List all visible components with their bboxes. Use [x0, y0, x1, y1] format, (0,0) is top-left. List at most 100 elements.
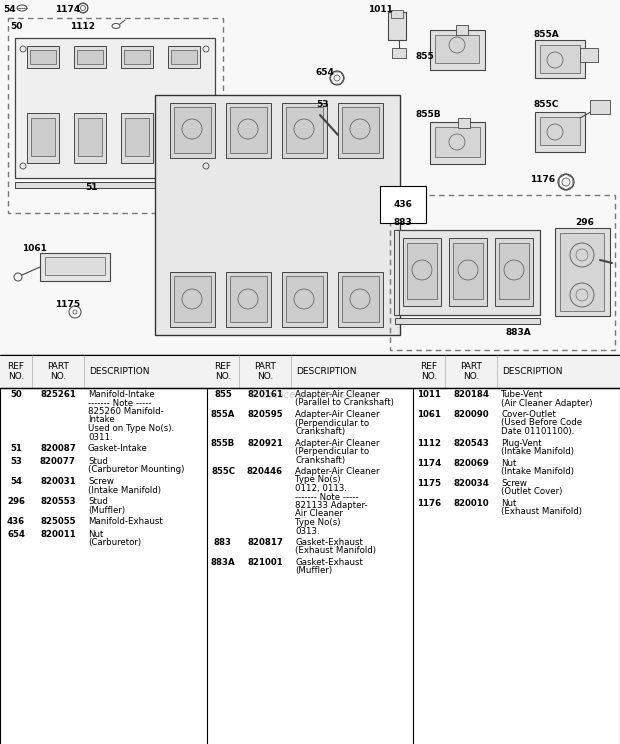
Text: 820069: 820069: [453, 458, 489, 467]
Text: (Perpendicular to: (Perpendicular to: [295, 447, 369, 456]
Bar: [0, 0, 620, 355]
Text: 883A: 883A: [505, 328, 531, 337]
Text: 825055: 825055: [40, 517, 76, 526]
Text: Type No(s): Type No(s): [295, 475, 340, 484]
Text: (Muffler): (Muffler): [88, 505, 125, 515]
Text: REF
NO.: REF NO.: [215, 362, 231, 381]
Text: (Carburetor Mounting): (Carburetor Mounting): [88, 466, 184, 475]
Text: Adapter-Air Cleaner: Adapter-Air Cleaner: [295, 467, 379, 476]
Text: DESCRIPTION: DESCRIPTION: [296, 367, 356, 376]
Bar: [286, 107, 323, 153]
Text: (Intake Manifold): (Intake Manifold): [501, 447, 574, 456]
Text: 53: 53: [10, 457, 22, 466]
Text: 820553: 820553: [40, 497, 76, 506]
Text: Nut: Nut: [88, 530, 104, 539]
Text: 825260 Manifold-: 825260 Manifold-: [88, 407, 164, 416]
Text: 436: 436: [7, 517, 25, 526]
Text: 1174: 1174: [55, 5, 80, 14]
Bar: [282, 103, 327, 158]
Text: 820011: 820011: [40, 530, 76, 539]
Bar: [456, 25, 468, 35]
Text: (Exhaust Manifold): (Exhaust Manifold): [501, 507, 582, 516]
Text: Air Cleaner: Air Cleaner: [295, 510, 343, 519]
Bar: [0, 355, 620, 388]
Text: Gasket-Exhaust: Gasket-Exhaust: [295, 538, 363, 547]
Text: (Intake Manifold): (Intake Manifold): [501, 467, 574, 476]
Text: 53: 53: [316, 100, 329, 109]
Bar: [121, 46, 153, 68]
Text: 296: 296: [575, 218, 594, 227]
Bar: [391, 10, 403, 18]
Text: 820077: 820077: [40, 457, 76, 466]
Text: 50: 50: [10, 22, 22, 31]
Text: Stud: Stud: [88, 497, 108, 506]
Text: DESCRIPTION: DESCRIPTION: [502, 367, 562, 376]
Text: 0112, 0113.: 0112, 0113.: [295, 484, 347, 493]
Bar: [155, 95, 400, 335]
Text: ------- Note -----: ------- Note -----: [88, 399, 151, 408]
Text: 855C: 855C: [211, 467, 235, 476]
Text: Plug-Vent: Plug-Vent: [501, 438, 542, 447]
Bar: [8, 18, 223, 213]
Text: eReplacementParts.com: eReplacementParts.com: [250, 390, 370, 400]
Bar: [555, 228, 610, 316]
Text: 820184: 820184: [453, 390, 489, 399]
Text: 1174: 1174: [417, 458, 441, 467]
Text: 1011: 1011: [368, 5, 393, 14]
Bar: [430, 122, 485, 164]
Bar: [31, 118, 55, 156]
Text: 51: 51: [85, 183, 97, 192]
Bar: [540, 117, 580, 145]
Text: Nut: Nut: [501, 498, 516, 507]
Text: Crankshaft): Crankshaft): [295, 455, 345, 464]
Bar: [560, 233, 604, 311]
Bar: [403, 238, 441, 306]
Text: Cover-Outlet: Cover-Outlet: [501, 410, 556, 419]
Text: PART
NO.: PART NO.: [47, 362, 69, 381]
Text: PART
NO.: PART NO.: [460, 362, 482, 381]
Text: 855C: 855C: [533, 100, 559, 109]
Text: 0311.: 0311.: [88, 432, 113, 441]
Bar: [172, 118, 196, 156]
Text: Screw: Screw: [88, 477, 114, 486]
Text: REF
NO.: REF NO.: [420, 362, 438, 381]
Bar: [435, 127, 480, 157]
Text: 1011: 1011: [417, 390, 441, 399]
Bar: [342, 276, 379, 322]
Bar: [394, 230, 399, 315]
Bar: [125, 118, 149, 156]
Bar: [170, 103, 215, 158]
Text: (Outlet Cover): (Outlet Cover): [501, 487, 562, 496]
Text: 855B: 855B: [211, 438, 235, 447]
Text: Used on Type No(s).: Used on Type No(s).: [88, 424, 174, 433]
Text: 855A: 855A: [211, 410, 235, 419]
Text: (Air Cleaner Adapter): (Air Cleaner Adapter): [501, 399, 593, 408]
Text: Date 01101100).: Date 01101100).: [501, 427, 574, 436]
Bar: [395, 318, 540, 324]
Bar: [230, 276, 267, 322]
Bar: [15, 182, 215, 188]
Text: PART
NO.: PART NO.: [254, 362, 276, 381]
Bar: [453, 243, 483, 299]
Bar: [449, 238, 487, 306]
Bar: [499, 243, 529, 299]
Bar: [338, 272, 383, 327]
Bar: [580, 48, 598, 62]
Text: Crankshaft): Crankshaft): [295, 427, 345, 436]
Bar: [590, 100, 610, 114]
Text: 1176: 1176: [530, 175, 555, 184]
Text: 0313.: 0313.: [295, 527, 320, 536]
Bar: [226, 272, 271, 327]
Text: 820161: 820161: [247, 390, 283, 399]
Text: 1112: 1112: [417, 438, 441, 447]
Text: 1061: 1061: [417, 410, 441, 419]
Text: 820543: 820543: [453, 438, 489, 447]
Text: 54: 54: [3, 5, 16, 14]
Text: (Used Before Code: (Used Before Code: [501, 418, 582, 428]
Text: 855: 855: [214, 390, 232, 399]
Bar: [74, 46, 106, 68]
Text: (Intake Manifold): (Intake Manifold): [88, 486, 161, 495]
Bar: [170, 272, 215, 327]
Bar: [45, 257, 105, 275]
Bar: [342, 107, 379, 153]
